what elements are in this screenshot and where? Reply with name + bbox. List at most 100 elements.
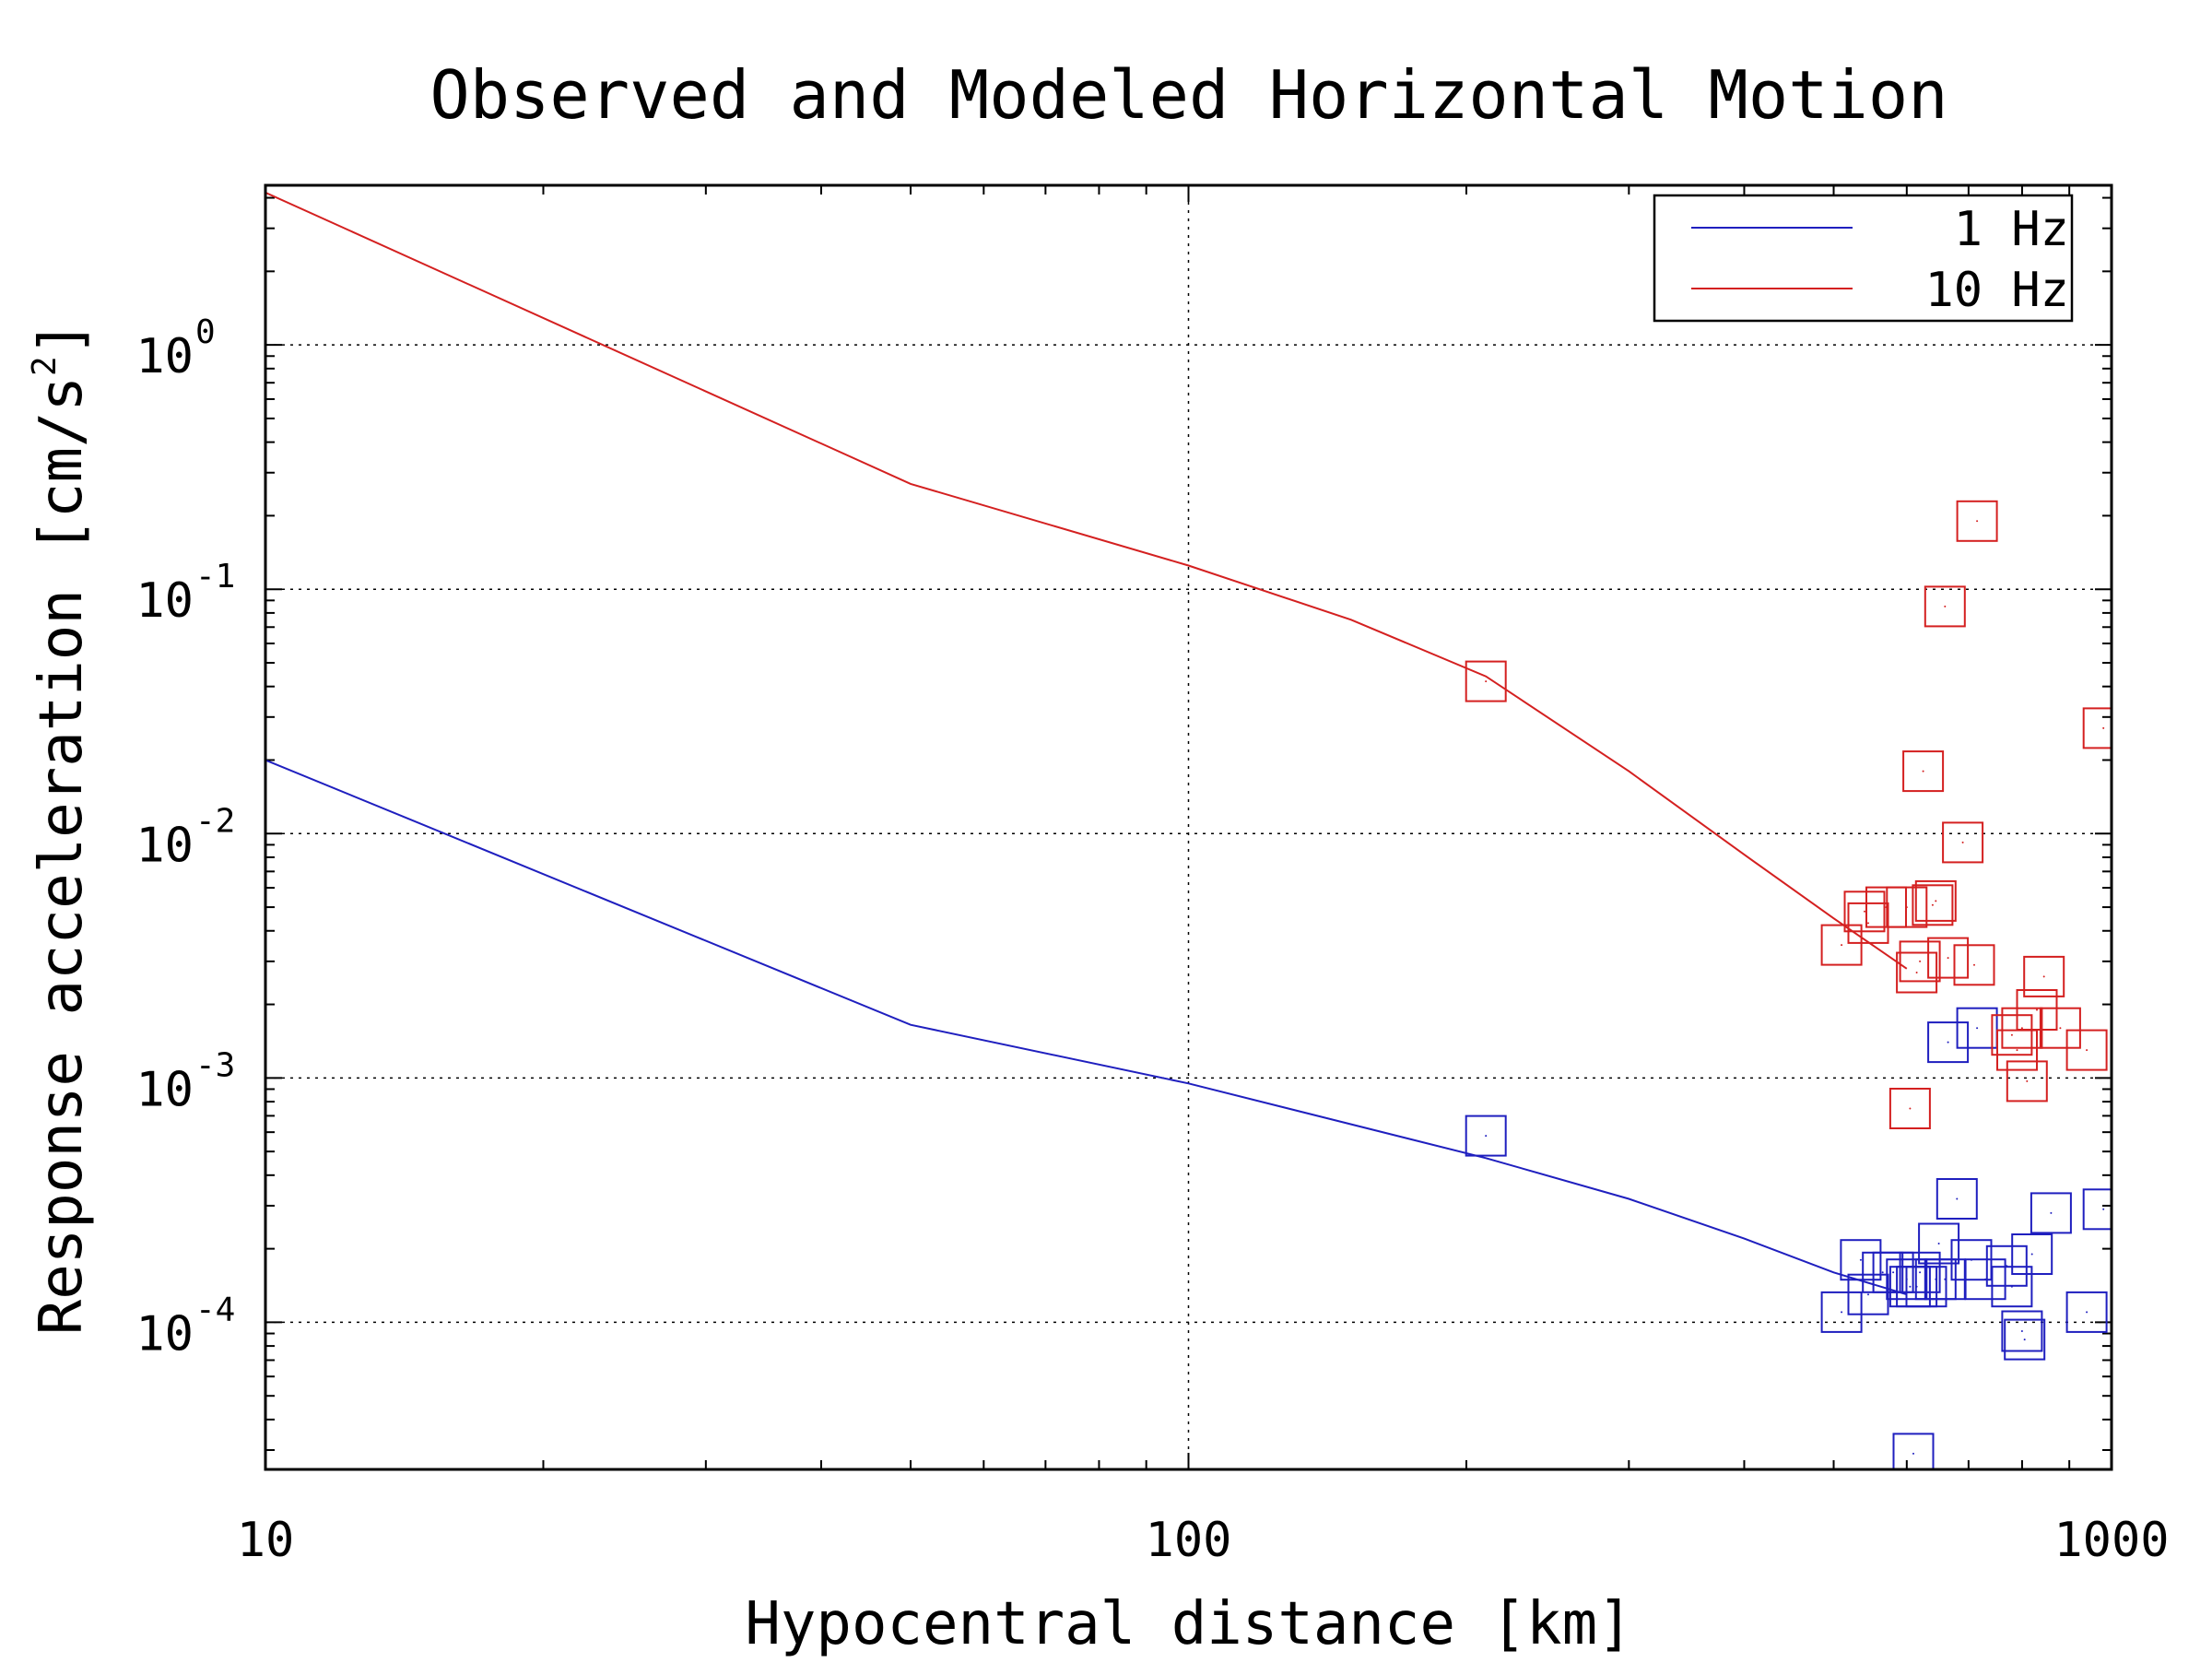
observed-point-10hz bbox=[1886, 886, 1928, 928]
observed-point-10hz bbox=[2039, 1007, 2081, 1049]
observed-point-center bbox=[1947, 957, 1949, 960]
series-1hz bbox=[265, 759, 2112, 1469]
observed-point-10hz bbox=[1902, 750, 1945, 793]
observed-point-center bbox=[1909, 1285, 1912, 1288]
y-tick-label: 10 bbox=[135, 573, 194, 629]
observed-point-center bbox=[1867, 1293, 1869, 1296]
observed-point-10hz bbox=[1914, 879, 1957, 922]
observed-point-center bbox=[1919, 1271, 1922, 1274]
observed-point-1hz bbox=[2065, 1291, 2108, 1333]
chart-title: Observed and Modeled Horizontal Motion bbox=[429, 56, 1947, 134]
observed-point-center bbox=[1976, 1027, 1979, 1030]
observed-point-center bbox=[2086, 1049, 2088, 1052]
observed-point-center bbox=[2086, 1311, 2088, 1314]
observed-point-1hz bbox=[1872, 1251, 1914, 1293]
observed-point-center bbox=[1961, 841, 1964, 843]
observed-point-10hz bbox=[2082, 707, 2112, 749]
observed-point-10hz bbox=[1896, 951, 1938, 994]
y-tick-label: 10 bbox=[135, 1306, 194, 1362]
observed-point-center bbox=[1935, 900, 1937, 902]
observed-point-10hz bbox=[1942, 821, 1984, 864]
observed-point-1hz bbox=[1820, 1291, 1863, 1333]
observed-point-10hz bbox=[2006, 1060, 2048, 1103]
x-tick-labels: 10 100 1000 bbox=[237, 1513, 2170, 1568]
observed-point-center bbox=[2023, 1339, 2026, 1341]
observed-point-1hz bbox=[2030, 1192, 2072, 1234]
observed-point-center bbox=[1485, 1135, 1488, 1138]
observed-point-1hz bbox=[2082, 1188, 2112, 1231]
observed-point-10hz bbox=[1953, 944, 1995, 986]
observed-point-1hz bbox=[2004, 1318, 2046, 1361]
observed-point-center bbox=[1915, 972, 1918, 973]
observed-point-center bbox=[1984, 1278, 1987, 1280]
observed-point-center bbox=[1881, 1271, 1884, 1274]
observed-point-10hz bbox=[1465, 660, 1507, 702]
observed-point-10hz bbox=[1888, 1088, 1931, 1129]
observed-point-center bbox=[1947, 1041, 1949, 1044]
observed-point-10hz bbox=[2065, 1029, 2108, 1071]
observed-point-10hz bbox=[1991, 1014, 2033, 1056]
observed-point-10hz bbox=[1912, 884, 1954, 926]
x-tick-label: 100 bbox=[1146, 1513, 1232, 1568]
observed-point-center bbox=[1867, 922, 1869, 925]
grid-lines bbox=[265, 185, 2112, 1469]
observed-point-center bbox=[2050, 1211, 2053, 1214]
observed-point-10hz bbox=[1924, 585, 1966, 628]
x-tick-label: 10 bbox=[237, 1513, 295, 1568]
observed-point-1hz bbox=[2011, 1233, 2053, 1275]
observed-point-10hz bbox=[1843, 890, 1886, 933]
observed-point-center bbox=[1485, 680, 1488, 683]
plot-area bbox=[265, 191, 2112, 1469]
observed-point-center bbox=[2020, 1027, 2023, 1030]
observed-point-center bbox=[1919, 960, 1922, 962]
y-tick-exponent: 0 bbox=[195, 313, 216, 351]
x-axis-label: Hypocentral distance [km] bbox=[745, 1590, 1632, 1658]
legend-label-1hz: 1 Hz bbox=[1954, 202, 2069, 257]
observed-point-center bbox=[1944, 1278, 1947, 1280]
observed-point-center bbox=[2036, 1008, 2038, 1011]
observed-point-1hz bbox=[1964, 1258, 2006, 1301]
observed-point-center bbox=[2042, 975, 2045, 978]
y-tick-exponent: -4 bbox=[195, 1291, 235, 1328]
model-line-1hz bbox=[265, 759, 1908, 1296]
series-10hz bbox=[265, 191, 2112, 1129]
observed-point-center bbox=[2102, 1208, 2105, 1210]
y-axis-label-end: ] bbox=[28, 321, 96, 357]
y-tick-label: 10 bbox=[135, 329, 194, 384]
observed-point-center bbox=[1944, 605, 1947, 607]
observed-point-1hz bbox=[1918, 1222, 1960, 1265]
observed-point-10hz bbox=[1899, 940, 1941, 983]
observed-point-1hz bbox=[1956, 1007, 1998, 1049]
legend-box bbox=[1653, 194, 2074, 323]
observed-point-center bbox=[1935, 1278, 1937, 1280]
y-tick-label: 10 bbox=[135, 818, 194, 873]
axis-ticks bbox=[265, 185, 2112, 1469]
model-line-10hz bbox=[265, 191, 1908, 970]
observed-point-1hz bbox=[1840, 1239, 1882, 1281]
observed-point-center bbox=[1922, 770, 1924, 773]
legend-label-10hz: 10 Hz bbox=[1924, 263, 2069, 318]
y-axis-label-main: Response acceleration [cm/s bbox=[28, 376, 96, 1335]
observed-point-center bbox=[2026, 1079, 2029, 1082]
observed-point-center bbox=[2059, 1027, 2062, 1030]
observed-point-center bbox=[1937, 1243, 1940, 1244]
observed-point-1hz bbox=[1847, 1273, 1889, 1315]
legend: 1 Hz 10 Hz bbox=[1653, 194, 2074, 323]
observed-point-center bbox=[1956, 1197, 1959, 1200]
observed-point-10hz bbox=[1927, 937, 1970, 979]
observed-point-center bbox=[1976, 520, 1979, 523]
y-tick-exponent: -1 bbox=[195, 558, 235, 596]
observed-point-center bbox=[1892, 1271, 1895, 1274]
y-axis-label: Response acceleration [cm/s2] bbox=[26, 321, 96, 1336]
observed-point-center bbox=[1859, 1258, 1862, 1261]
observed-point-center bbox=[1841, 1311, 1843, 1314]
x-tick-label: 1000 bbox=[2053, 1513, 2169, 1568]
observed-point-center bbox=[1973, 963, 1975, 966]
observed-point-center bbox=[2010, 1285, 2013, 1288]
observed-point-10hz bbox=[2016, 989, 2058, 1031]
y-tick-label: 10 bbox=[135, 1062, 194, 1117]
observed-point-10hz bbox=[1847, 902, 1889, 944]
